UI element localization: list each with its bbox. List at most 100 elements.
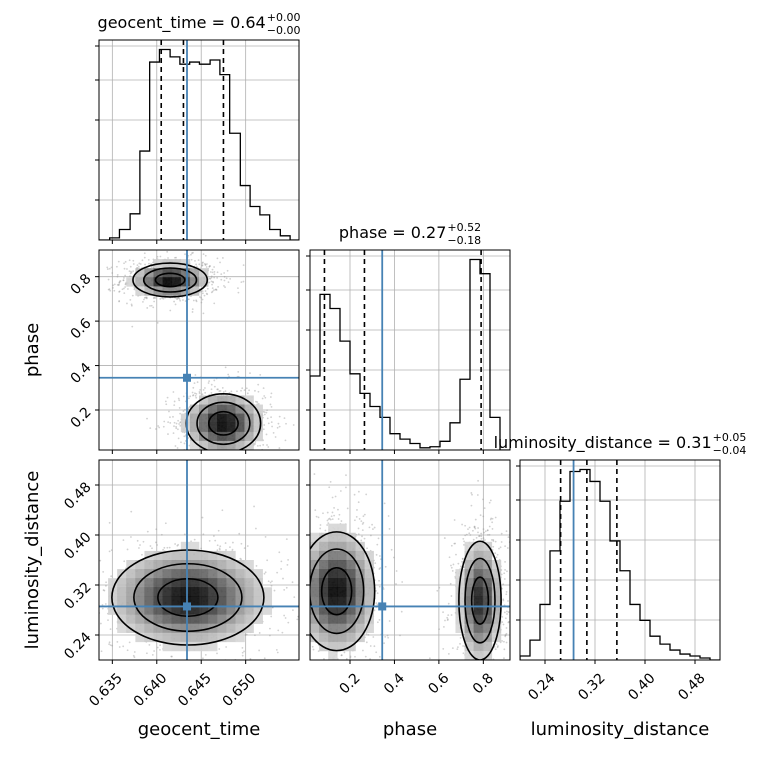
scatter-point — [512, 697, 514, 699]
scatter-point — [211, 388, 213, 390]
scatter-point — [506, 706, 508, 708]
scatter-point — [292, 609, 294, 611]
scatter-point — [303, 562, 305, 564]
scatter-point — [200, 297, 202, 299]
scatter-point — [256, 565, 258, 567]
scatter-point — [242, 474, 244, 476]
scatter-point — [208, 282, 210, 284]
scatter-point — [237, 453, 239, 455]
scatter-point — [265, 451, 267, 453]
scatter-point — [167, 421, 169, 423]
scatter-point — [194, 260, 196, 262]
scatter-point — [337, 681, 339, 683]
scatter-point — [177, 420, 179, 422]
scatter-point — [205, 290, 207, 292]
scatter-point — [270, 616, 272, 618]
scatter-point — [204, 387, 206, 389]
scatter-point — [208, 266, 210, 268]
scatter-point — [192, 392, 194, 394]
scatter-point — [362, 683, 364, 685]
scatter-point — [263, 387, 265, 389]
scatter-point — [148, 644, 150, 646]
scatter-point — [202, 262, 204, 264]
scatter-point — [313, 666, 315, 668]
scatter-point — [220, 273, 222, 275]
scatter-point — [279, 544, 281, 546]
scatter-point — [212, 287, 214, 289]
scatter-point — [212, 457, 214, 459]
scatter-point — [212, 291, 214, 293]
scatter-point — [502, 583, 504, 585]
scatter-point — [455, 674, 457, 676]
scatter-point — [507, 547, 509, 549]
scatter-point — [102, 608, 104, 610]
scatter-point — [327, 714, 329, 716]
scatter-point — [273, 576, 275, 578]
scatter-point — [255, 401, 257, 403]
scatter-point — [473, 662, 475, 664]
scatter-point — [155, 528, 157, 530]
scatter-point — [383, 642, 385, 644]
scatter-point — [475, 667, 477, 669]
scatter-point — [496, 556, 498, 558]
scatter-point — [299, 575, 301, 577]
scatter-point — [229, 546, 231, 548]
scatter-point — [126, 268, 128, 270]
scatter-point — [112, 667, 114, 669]
scatter-point — [218, 452, 220, 454]
scatter-point — [389, 620, 391, 622]
scatter-point — [192, 252, 194, 254]
scatter-point — [127, 288, 129, 290]
scatter-point — [465, 679, 467, 681]
scatter-point — [366, 547, 368, 549]
scatter-point — [285, 439, 287, 441]
histogram-step-phase — [310, 260, 510, 450]
scatter-point — [447, 614, 449, 616]
scatter-point — [241, 387, 243, 389]
scatter-point — [500, 546, 502, 548]
scatter-point — [242, 655, 244, 657]
scatter-point — [279, 426, 281, 428]
scatter-point — [370, 535, 372, 537]
scatter-point — [254, 441, 256, 443]
scatter-point — [213, 266, 215, 268]
scatter-point — [501, 541, 503, 543]
scatter-point — [174, 422, 176, 424]
scatter-point — [481, 538, 483, 540]
scatter-point — [278, 447, 280, 449]
scatter-point — [364, 514, 366, 516]
scatter-point — [449, 556, 451, 558]
scatter-point — [302, 583, 304, 585]
scatter-point — [178, 423, 180, 425]
scatter-point — [282, 625, 284, 627]
scatter-point — [289, 614, 291, 616]
scatter-point — [462, 699, 464, 701]
scatter-point — [377, 592, 379, 594]
scatter-point — [109, 290, 111, 292]
scatter-point — [183, 395, 185, 397]
scatter-point — [190, 455, 192, 457]
scatter-point — [505, 634, 507, 636]
scatter-point — [506, 613, 508, 615]
scatter-point — [279, 416, 281, 418]
scatter-point — [165, 522, 167, 524]
scatter-point — [469, 527, 471, 529]
scatter-point — [492, 528, 494, 530]
scatter-point — [292, 581, 294, 583]
panel-frame — [310, 250, 510, 450]
scatter-point — [454, 519, 456, 521]
scatter-point — [132, 270, 134, 272]
scatter-point — [277, 630, 279, 632]
scatter-point — [239, 467, 241, 469]
scatter-point — [332, 512, 334, 514]
scatter-point — [218, 454, 220, 456]
scatter-point — [504, 561, 506, 563]
scatter-point — [209, 540, 211, 542]
scatter-point — [220, 279, 222, 281]
scatter-point — [506, 570, 508, 572]
scatter-point — [494, 552, 496, 554]
scatter-point — [239, 452, 241, 454]
scatter-point — [327, 512, 329, 514]
scatter-point — [308, 631, 310, 633]
scatter-point — [192, 387, 194, 389]
